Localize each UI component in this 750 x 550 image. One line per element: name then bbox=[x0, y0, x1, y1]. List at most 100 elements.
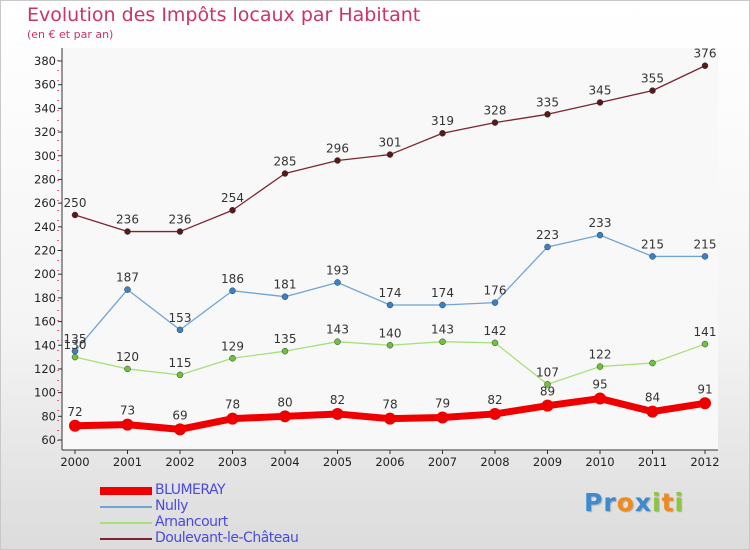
data-point-doulevant-le-chateau bbox=[334, 157, 341, 164]
data-point-arnancourt bbox=[229, 355, 236, 362]
data-label-arnancourt: 115 bbox=[169, 356, 192, 370]
logo-letter: r bbox=[603, 488, 617, 517]
x-tick-label: 2010 bbox=[585, 455, 614, 469]
data-point-arnancourt bbox=[71, 353, 79, 361]
legend-swatch bbox=[100, 522, 152, 524]
data-label-nully: 181 bbox=[274, 278, 297, 292]
data-label-doulevant-le-chateau: 335 bbox=[536, 95, 559, 109]
y-tick-label: 360 bbox=[34, 78, 56, 92]
y-tick-label: 140 bbox=[34, 338, 56, 352]
x-tick-label: 2012 bbox=[690, 455, 719, 469]
data-point-arnancourt bbox=[491, 339, 499, 347]
data-point-nully bbox=[281, 293, 289, 300]
data-point-blumeray bbox=[121, 418, 134, 431]
data-label-arnancourt: 143 bbox=[326, 323, 349, 337]
x-tick-label: 2005 bbox=[323, 455, 352, 469]
data-label-arnancourt: 120 bbox=[116, 350, 139, 364]
data-point-blumeray bbox=[541, 399, 554, 412]
data-point-blumeray bbox=[699, 397, 711, 410]
data-point-arnancourt bbox=[701, 340, 709, 348]
legend-swatch bbox=[100, 487, 152, 495]
y-tick-label: 220 bbox=[34, 244, 56, 258]
x-tick-label: 2011 bbox=[638, 455, 667, 469]
data-label-arnancourt: 141 bbox=[694, 325, 717, 339]
y-tick-label: 340 bbox=[34, 101, 56, 115]
data-label-doulevant-le-chateau: 355 bbox=[641, 72, 664, 86]
data-label-arnancourt: 140 bbox=[379, 326, 402, 340]
y-tick-label: 160 bbox=[34, 315, 56, 329]
data-point-nully bbox=[596, 231, 604, 239]
data-point-blumeray bbox=[384, 412, 396, 425]
data-label-blumeray: 82 bbox=[487, 393, 502, 407]
data-label-arnancourt: 107 bbox=[536, 365, 559, 379]
data-label-nully: 174 bbox=[431, 286, 454, 300]
data-label-blumeray: 78 bbox=[382, 398, 397, 412]
data-point-doulevant-le-chateau bbox=[439, 129, 446, 137]
y-tick-label: 60 bbox=[41, 433, 56, 447]
y-tick-label: 260 bbox=[34, 196, 56, 210]
data-point-doulevant-le-chateau bbox=[124, 228, 131, 235]
data-point-arnancourt bbox=[596, 363, 604, 370]
data-label-blumeray: 69 bbox=[172, 408, 187, 422]
data-label-blumeray: 80 bbox=[277, 395, 292, 409]
logo-letter: o bbox=[616, 488, 635, 517]
logo-letter: t bbox=[661, 488, 675, 517]
legend-label: BLUMERAY bbox=[155, 482, 226, 498]
data-point-doulevant-le-chateau bbox=[71, 211, 79, 219]
data-point-blumeray bbox=[331, 407, 344, 420]
data-label-nully: 135 bbox=[64, 332, 87, 346]
x-tick-label: 2001 bbox=[113, 455, 142, 469]
plot-area bbox=[62, 48, 718, 450]
data-label-nully: 174 bbox=[379, 286, 402, 300]
data-point-arnancourt bbox=[439, 338, 446, 345]
data-label-blumeray: 72 bbox=[67, 405, 82, 419]
data-label-doulevant-le-chateau: 345 bbox=[589, 83, 612, 97]
x-tick-label: 2000 bbox=[60, 455, 89, 469]
data-point-nully bbox=[176, 326, 184, 334]
data-point-arnancourt bbox=[386, 342, 394, 349]
data-point-blumeray bbox=[594, 392, 606, 405]
data-point-doulevant-le-chateau bbox=[281, 170, 289, 177]
data-point-doulevant-le-chateau bbox=[596, 99, 604, 106]
data-label-nully: 215 bbox=[641, 237, 664, 251]
data-point-doulevant-le-chateau bbox=[491, 119, 499, 126]
data-label-blumeray: 82 bbox=[330, 393, 345, 407]
data-label-blumeray: 73 bbox=[120, 404, 135, 418]
x-tick-label: 2006 bbox=[375, 455, 404, 469]
x-tick-label: 2004 bbox=[270, 455, 299, 469]
x-tick-label: 2008 bbox=[480, 455, 509, 469]
data-point-nully bbox=[124, 286, 131, 293]
data-point-nully bbox=[334, 279, 341, 286]
data-label-doulevant-le-chateau: 328 bbox=[484, 104, 507, 118]
data-point-doulevant-le-chateau bbox=[649, 87, 656, 94]
data-point-nully bbox=[544, 243, 551, 251]
data-point-blumeray bbox=[489, 407, 501, 420]
data-label-nully: 186 bbox=[221, 272, 244, 286]
y-tick-label: 120 bbox=[34, 362, 56, 376]
data-label-arnancourt: 122 bbox=[589, 348, 612, 362]
data-label-blumeray: 89 bbox=[540, 385, 555, 399]
data-point-arnancourt bbox=[544, 381, 551, 388]
data-label-nully: 223 bbox=[536, 228, 559, 242]
data-point-doulevant-le-chateau bbox=[544, 111, 551, 118]
data-point-arnancourt bbox=[281, 347, 289, 355]
y-tick-label: 100 bbox=[34, 386, 56, 400]
data-label-nully: 193 bbox=[326, 263, 349, 277]
data-point-arnancourt bbox=[124, 365, 131, 373]
logo-letter: x bbox=[634, 488, 652, 517]
y-tick-label: 320 bbox=[34, 125, 56, 139]
data-label-arnancourt: 142 bbox=[484, 324, 507, 338]
proxiti-logo: Proxiti bbox=[584, 488, 684, 517]
data-point-blumeray bbox=[174, 423, 186, 436]
logo-letter: i bbox=[652, 488, 662, 517]
data-label-doulevant-le-chateau: 254 bbox=[221, 191, 244, 205]
data-label-nully: 153 bbox=[169, 311, 192, 325]
data-label-nully: 233 bbox=[589, 216, 612, 230]
data-label-arnancourt: 130 bbox=[64, 338, 87, 352]
data-label-doulevant-le-chateau: 250 bbox=[64, 196, 87, 210]
data-label-nully: 215 bbox=[694, 237, 717, 251]
chart-subtitle: (en € et par an) bbox=[27, 28, 114, 41]
legend-swatch bbox=[100, 506, 152, 508]
chart-title: Evolution des Impôts locaux par Habitant bbox=[27, 4, 421, 26]
data-point-doulevant-le-chateau bbox=[229, 206, 236, 214]
